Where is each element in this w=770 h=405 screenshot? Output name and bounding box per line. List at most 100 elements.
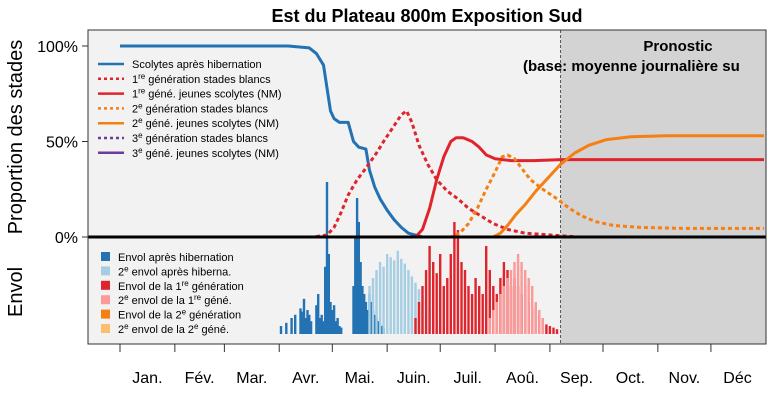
bar-envol-hibernation-125 [338,326,341,334]
bar-envol-gen1-176 [428,246,431,334]
bar-envol-hibernation-109 [309,321,313,334]
legend-line-label: 2e géné. jeunes scolytes (NM) [132,116,279,131]
bar-envol2-gen1-232 [527,278,530,334]
forecast-basis-label: (base: moyenne journalière su [523,58,740,75]
legend-line-label: 2e génération stades blancs [132,101,268,116]
bar-envol-hibernation-106 [304,318,307,334]
chart-title: Est du Plateau 800m Exposition Sud [271,6,582,26]
bar-envol-gen1-204 [478,286,481,334]
bar-envol2-gen1-236 [534,302,537,334]
bar-envol-hibernation-103 [299,308,302,334]
bar-envol2-gen1-228 [520,262,523,334]
bar-envol2-gen1-218 [502,286,506,334]
bar-envol-hibernation-134 [354,238,357,334]
bar-envol-gen1-190 [453,222,456,334]
bar-envol-hibernation-116 [322,321,325,334]
bar-envol-gen1-186 [446,278,449,334]
bar-envol-hibernation-120 [329,302,332,334]
bar-envol-hibernation-108 [308,314,311,334]
bar-envol-gen1-206 [481,294,484,334]
bar-envol2-gen1-220 [506,278,509,334]
bar-envol-hibernation-98 [290,318,293,334]
legend-bar-swatch [101,324,110,333]
bar-envol-hibernation-139 [363,294,366,334]
bar-envol2-gen1-224 [513,262,516,334]
bar-envol2-hibernation-166 [410,276,414,334]
bar-envol-hibernation-141 [366,310,369,334]
legend-bar-swatch [101,295,110,305]
bar-envol-gen1-168 [414,318,417,334]
legend-bar-label: Envol de la 2e génération [118,307,241,322]
x-tick-label: Mar. [236,370,267,387]
bar-envol-hibernation-113 [317,294,320,334]
bar-envol2-hibernation-168 [414,282,417,334]
x-tick-label: Fév. [185,370,215,387]
bar-envol-hibernation-138 [361,286,364,334]
bar-envol-hibernation-147 [377,321,380,334]
bar-envol-gen1-244 [548,326,552,334]
bar-envol2-hibernation-142 [368,286,371,334]
bar-envol-gen1-192 [456,230,460,334]
bar-envol2-hibernation-162 [403,263,406,334]
legend-bar-label: 2e envol de la 2e géné. [118,322,229,337]
legend-line-label: 1re géné. jeunes scolytes (NM) [132,86,282,101]
bar-envol2-gen1-212 [492,310,495,334]
x-tick-label: Oct. [616,370,645,387]
bar-envol-gen1-202 [474,278,477,334]
bar-envol-hibernation-119 [327,254,330,334]
bar-envol-hibernation-115 [320,314,323,334]
bar-envol2-hibernation-152 [386,254,389,334]
bar-envol-gen1-170 [417,302,421,334]
legend-line-label: 3e géné. jeunes scolytes (NM) [132,145,279,160]
bar-envol2-gen1-222 [509,270,513,334]
legend-bar-swatch [101,309,110,319]
bar-envol-gen1-194 [460,262,463,334]
series-line-5 [120,134,764,239]
x-tick-label: Juin. [397,370,431,387]
bar-envol-gen1-184 [442,286,445,334]
bar-envol-gen1-178 [432,262,435,334]
bar-envol2-hibernation-150 [382,266,385,334]
x-tick-label: Avr. [292,370,319,387]
y-axis-label-top: Proportion des stades [5,40,27,235]
bar-envol2-gen1-226 [516,254,520,334]
series-line-3 [120,136,764,239]
bar-envol-hibernation-145 [373,314,376,334]
legend-line-label: 3e génération stades blancs [132,131,268,146]
bar-envol-hibernation-95 [285,322,288,334]
bar-envol-gen1-182 [439,254,442,334]
bar-envol-hibernation-92 [279,326,283,334]
bar-envol-hibernation-133 [352,286,355,334]
bar-envol-hibernation-100 [294,314,297,334]
x-tick-label: Aoû. [506,370,539,387]
bar-envol-hibernation-107 [306,310,309,334]
bar-envol-hibernation-121 [331,310,334,334]
bar-envol-hibernation-122 [332,305,336,334]
x-tick-label: Mai. [345,370,375,387]
x-tick-label: Déc [723,370,751,387]
bar-envol-gen1-174 [424,270,428,334]
bar-envol-gen1-246 [552,327,555,334]
bar-envol2-hibernation-154 [389,257,392,334]
bar-envol2-hibernation-158 [396,250,399,334]
bar-envol-gen1-180 [435,273,438,334]
bar-envol-hibernation-105 [302,298,306,334]
y-tick-label: 0% [55,230,78,247]
bar-envol-hibernation-135 [355,198,359,334]
bar-envol-hibernation-140 [364,302,368,334]
bar-envol-gen1-198 [467,286,470,334]
forecast-area [560,30,766,344]
bar-envol-gen1-248 [555,329,559,334]
plot-frame [87,29,767,345]
bar-envol2-hibernation-164 [407,270,410,334]
y-tick-label: 50% [46,135,78,152]
bar-envol-hibernation-104 [301,311,304,334]
series-line-4 [120,153,764,239]
bar-envol2-gen1-214 [495,302,498,334]
bar-envol2-gen1-238 [538,310,541,334]
bar-envol2-gen1-216 [499,294,502,334]
bar-envol-hibernation-123 [334,321,337,334]
bar-envol-gen1-172 [421,286,424,334]
bar-envol2-gen1-210 [488,318,491,334]
x-tick-label: Sep. [560,370,593,387]
